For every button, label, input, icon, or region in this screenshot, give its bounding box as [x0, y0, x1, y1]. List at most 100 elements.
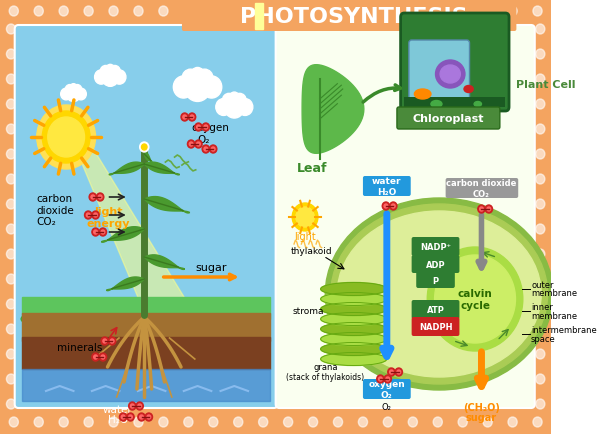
Circle shape — [189, 143, 193, 147]
Circle shape — [377, 375, 384, 383]
Circle shape — [259, 7, 268, 17]
Circle shape — [95, 71, 108, 85]
Circle shape — [483, 7, 492, 17]
Circle shape — [202, 77, 222, 99]
Circle shape — [159, 417, 168, 427]
Circle shape — [190, 116, 194, 120]
Text: calvin
cycle: calvin cycle — [458, 289, 493, 310]
Text: (stack of thylakoids): (stack of thylakoids) — [286, 373, 364, 381]
Circle shape — [427, 247, 523, 351]
Circle shape — [100, 66, 111, 79]
Ellipse shape — [320, 303, 387, 316]
Polygon shape — [144, 153, 152, 162]
Circle shape — [204, 148, 208, 151]
Circle shape — [536, 349, 545, 359]
Circle shape — [533, 7, 542, 17]
Polygon shape — [106, 277, 144, 291]
Circle shape — [209, 7, 218, 17]
Circle shape — [358, 7, 368, 17]
Circle shape — [458, 417, 467, 427]
Ellipse shape — [154, 315, 166, 323]
Circle shape — [140, 415, 143, 419]
Ellipse shape — [242, 315, 254, 323]
Circle shape — [184, 417, 193, 427]
Circle shape — [483, 417, 492, 427]
Circle shape — [173, 77, 194, 99]
Circle shape — [224, 97, 244, 119]
Circle shape — [34, 417, 43, 427]
Circle shape — [59, 417, 68, 427]
Circle shape — [391, 204, 395, 208]
Text: (CH₂O): (CH₂O) — [463, 402, 500, 412]
Circle shape — [202, 124, 209, 132]
Ellipse shape — [337, 211, 541, 377]
Ellipse shape — [76, 315, 89, 323]
Ellipse shape — [464, 86, 473, 93]
Ellipse shape — [320, 333, 387, 346]
Text: carbon dioxide
CO₂: carbon dioxide CO₂ — [446, 179, 517, 198]
Ellipse shape — [415, 90, 431, 100]
Ellipse shape — [440, 66, 460, 84]
Circle shape — [99, 228, 107, 237]
Circle shape — [7, 50, 16, 60]
Circle shape — [197, 126, 200, 130]
Circle shape — [229, 93, 239, 105]
Circle shape — [536, 324, 545, 334]
Circle shape — [7, 349, 16, 359]
Circle shape — [383, 7, 392, 17]
Text: CO₂: CO₂ — [37, 217, 56, 227]
Circle shape — [191, 68, 205, 84]
Circle shape — [7, 100, 16, 110]
FancyBboxPatch shape — [412, 256, 460, 273]
Text: Leaf: Leaf — [297, 161, 328, 174]
FancyBboxPatch shape — [416, 271, 455, 288]
Circle shape — [136, 402, 143, 410]
Circle shape — [358, 417, 368, 427]
Text: grana: grana — [313, 363, 338, 372]
Text: oxygen: oxygen — [191, 123, 229, 133]
Circle shape — [382, 203, 389, 210]
Ellipse shape — [320, 293, 387, 306]
FancyBboxPatch shape — [412, 237, 460, 256]
Circle shape — [91, 196, 95, 200]
Bar — [22, 369, 270, 401]
Circle shape — [134, 417, 143, 427]
Circle shape — [536, 200, 545, 210]
Circle shape — [434, 256, 515, 343]
Circle shape — [187, 141, 195, 149]
Circle shape — [109, 66, 121, 79]
Circle shape — [7, 399, 16, 409]
FancyBboxPatch shape — [363, 177, 411, 197]
Circle shape — [209, 417, 218, 427]
Text: Chloroplast: Chloroplast — [413, 114, 484, 124]
Circle shape — [34, 7, 43, 17]
Circle shape — [59, 7, 68, 17]
Circle shape — [37, 106, 95, 170]
Circle shape — [70, 85, 77, 92]
Circle shape — [61, 89, 71, 101]
Circle shape — [9, 417, 19, 427]
Circle shape — [536, 274, 545, 284]
Circle shape — [536, 125, 545, 135]
Circle shape — [184, 7, 193, 17]
Ellipse shape — [431, 101, 442, 108]
Ellipse shape — [164, 315, 178, 323]
FancyBboxPatch shape — [397, 108, 500, 130]
Circle shape — [478, 206, 485, 214]
Polygon shape — [71, 140, 197, 319]
Text: thylakoid: thylakoid — [290, 247, 332, 256]
Bar — [22, 297, 270, 319]
Circle shape — [94, 230, 97, 234]
Circle shape — [145, 413, 152, 421]
Ellipse shape — [142, 315, 155, 323]
Bar — [257, 20, 294, 28]
Circle shape — [384, 204, 388, 208]
Circle shape — [130, 404, 134, 408]
Text: light
energy: light energy — [86, 207, 130, 228]
Ellipse shape — [197, 315, 211, 323]
Circle shape — [308, 417, 317, 427]
Circle shape — [183, 116, 187, 120]
FancyBboxPatch shape — [412, 300, 460, 319]
Circle shape — [296, 207, 314, 227]
Circle shape — [292, 204, 318, 231]
